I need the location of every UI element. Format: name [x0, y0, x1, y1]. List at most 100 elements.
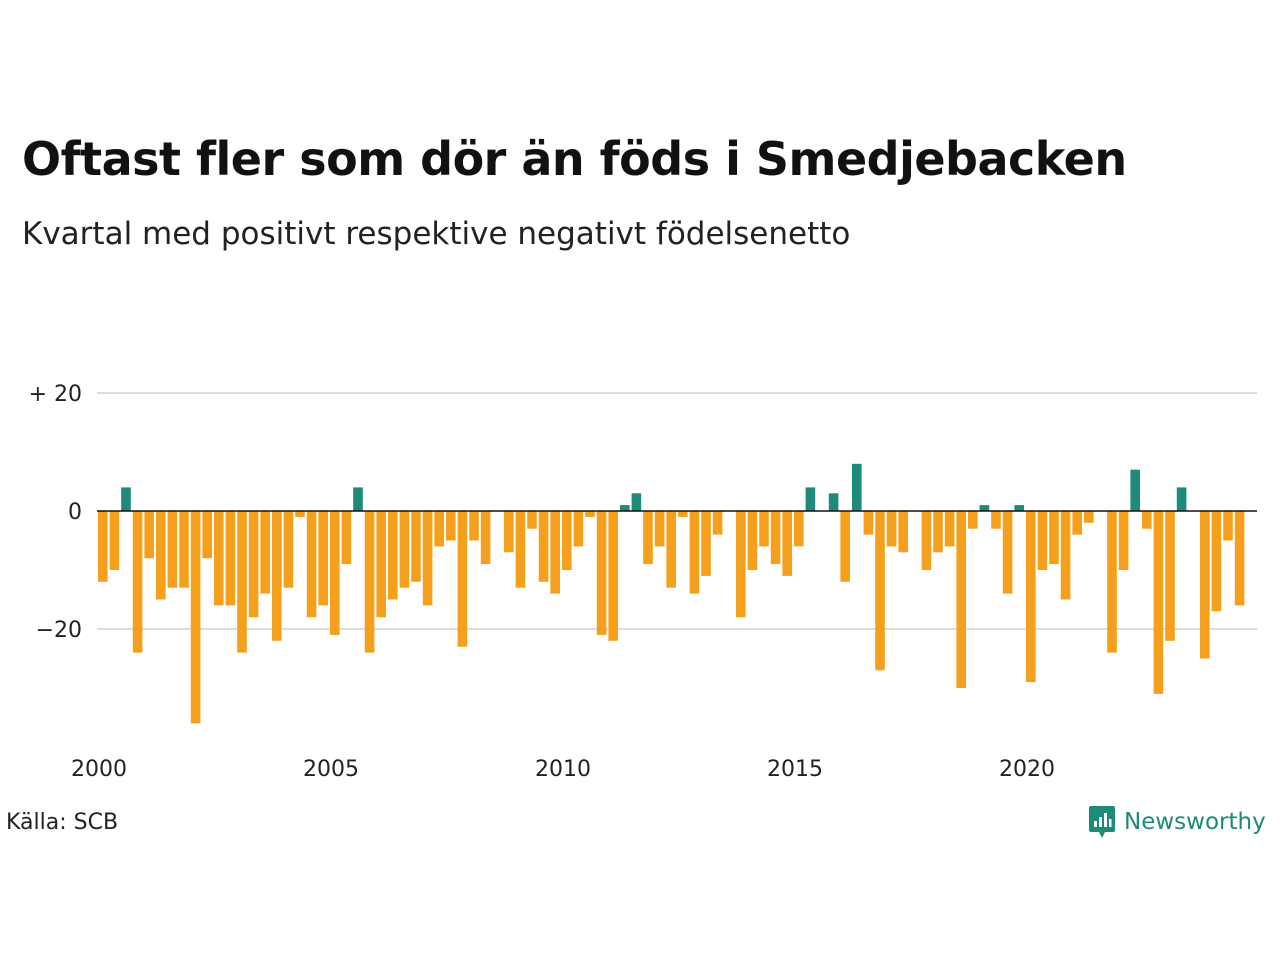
bar [701, 511, 711, 576]
bar [654, 511, 665, 547]
bar [828, 493, 839, 511]
chart-subtitle: Kvartal med positivt respektive negativt… [22, 216, 851, 252]
x-tick-label: 2020 [999, 757, 1055, 782]
bar [736, 511, 746, 618]
bar [295, 511, 305, 517]
bar [190, 511, 201, 724]
bar [1072, 511, 1082, 535]
bar [956, 511, 966, 688]
bar [875, 511, 885, 671]
bar [585, 511, 595, 517]
bar [1107, 511, 1117, 653]
bar [538, 511, 549, 582]
bar [643, 511, 653, 565]
bar [886, 511, 897, 547]
bar [678, 511, 688, 517]
bar [933, 511, 943, 553]
bar [376, 511, 386, 618]
bar [341, 511, 352, 565]
bar [1060, 511, 1071, 600]
bar [527, 511, 537, 529]
x-tick-label: 2015 [767, 757, 823, 782]
bar [1165, 511, 1175, 641]
bar [411, 511, 421, 582]
x-tick-label: 2000 [71, 757, 127, 782]
bar [364, 511, 375, 653]
y-tick-labels: + 20 0 −20 [29, 382, 82, 643]
bar [167, 511, 178, 588]
bar [248, 511, 259, 618]
bar [109, 511, 120, 570]
x-tick-label: 2005 [303, 757, 359, 782]
bar [283, 511, 294, 588]
bar [144, 511, 154, 559]
bar [759, 511, 769, 547]
bar [991, 511, 1001, 529]
bar [457, 511, 468, 647]
bar [979, 505, 990, 511]
brand-logo: Newsworthy [1088, 804, 1266, 840]
bar [666, 511, 676, 588]
bar [469, 511, 479, 541]
bar [388, 511, 398, 600]
bar [573, 511, 584, 547]
bar [1130, 469, 1140, 511]
bar [1211, 511, 1222, 612]
bar [805, 487, 816, 511]
bar [1142, 511, 1152, 529]
bar [562, 511, 572, 570]
bar [121, 487, 131, 511]
bar [1014, 505, 1024, 511]
bar [944, 511, 955, 547]
bar [179, 511, 189, 588]
bar [237, 511, 247, 653]
bar [1176, 487, 1187, 511]
bar [202, 511, 212, 559]
bar [712, 511, 723, 535]
bars [98, 463, 1245, 724]
bar [968, 511, 978, 529]
bar [306, 511, 317, 618]
bar [1037, 511, 1048, 570]
bar [98, 511, 108, 582]
bar [1234, 511, 1245, 606]
bar [689, 511, 700, 594]
bar [1049, 511, 1059, 565]
bar [782, 511, 792, 576]
bar [840, 511, 850, 582]
bar [1153, 511, 1164, 694]
bar [921, 511, 932, 570]
bar [1223, 511, 1233, 541]
bar [318, 511, 328, 606]
bar-chart: + 20 0 −20 2000 2005 2010 2015 2020 [29, 382, 1257, 782]
bar [1026, 511, 1036, 683]
bar [399, 511, 410, 588]
bar [747, 511, 758, 570]
bar [898, 511, 908, 553]
y-tick-label: 0 [68, 500, 82, 525]
bar [1084, 511, 1094, 523]
y-tick-label: −20 [36, 618, 82, 643]
grid-lines [97, 392, 1257, 630]
bar [272, 511, 282, 641]
bar [330, 511, 340, 635]
bar [596, 511, 607, 635]
bar [550, 511, 560, 594]
bar [214, 511, 224, 606]
bar [225, 511, 236, 606]
bar [852, 463, 862, 511]
bar [620, 505, 630, 511]
bar [422, 511, 433, 606]
bar [515, 511, 526, 588]
x-tick-labels: 2000 2005 2010 2015 2020 [71, 757, 1055, 782]
bar [1118, 511, 1129, 570]
bar [608, 511, 618, 641]
bar [504, 511, 514, 553]
bar [434, 511, 444, 547]
newsworthy-logo-icon [1089, 806, 1115, 838]
bar [353, 487, 363, 511]
bar [770, 511, 781, 565]
brand-name: Newsworthy [1124, 809, 1266, 835]
bar [132, 511, 143, 653]
bar [480, 511, 491, 565]
